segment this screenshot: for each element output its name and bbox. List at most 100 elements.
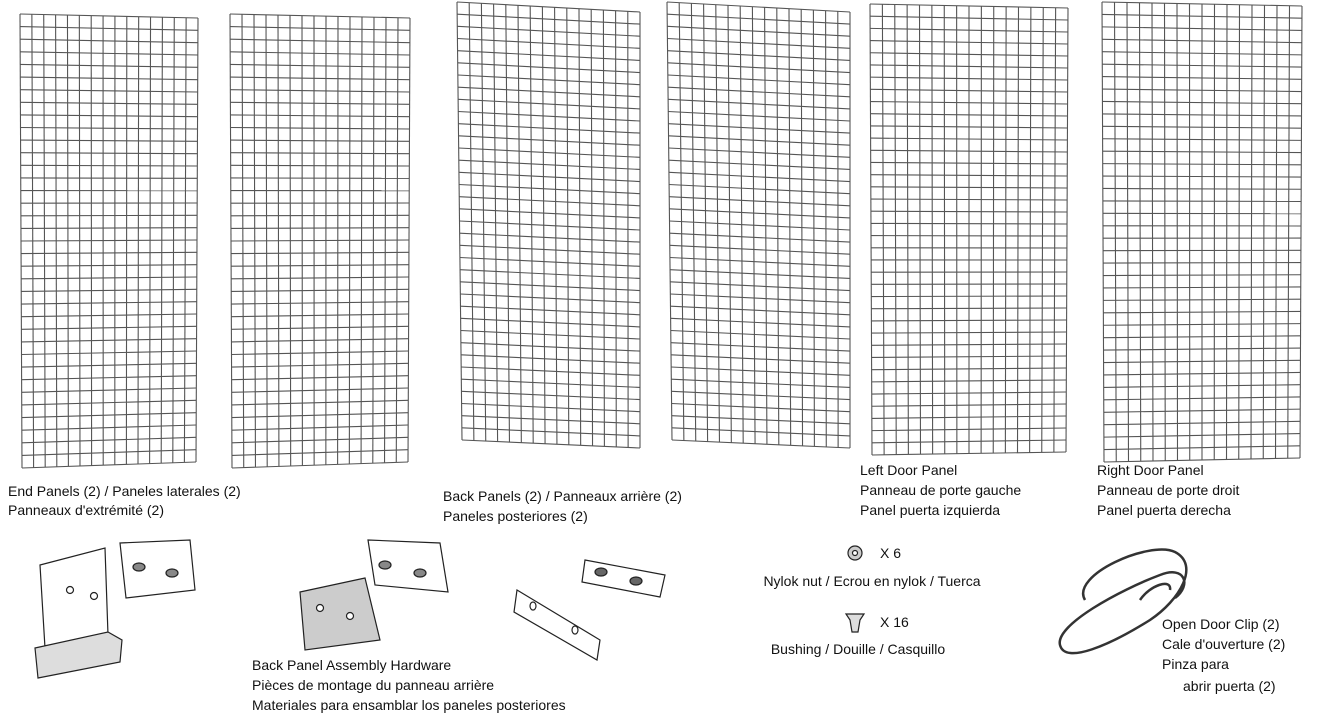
wire	[1102, 88, 1302, 93]
wire	[231, 387, 409, 393]
wire	[21, 399, 197, 406]
wire	[21, 313, 197, 318]
wire	[1238, 4, 1241, 460]
wire	[669, 220, 851, 231]
plate	[367, 539, 449, 593]
wire	[1102, 138, 1302, 141]
wire	[19, 13, 199, 19]
wire	[457, 13, 641, 25]
hole	[315, 603, 325, 613]
wire	[231, 436, 409, 444]
wire	[870, 76, 1068, 81]
wire	[1176, 3, 1179, 461]
wire	[1103, 420, 1301, 426]
wire	[1103, 408, 1301, 413]
wire	[1041, 7, 1044, 453]
wire	[1299, 5, 1303, 459]
wire	[871, 331, 1067, 334]
wire	[870, 52, 1068, 57]
wire	[668, 147, 851, 158]
wire	[458, 171, 641, 183]
wire	[1102, 13, 1302, 19]
wire	[21, 461, 197, 469]
wire	[459, 183, 641, 195]
label: Panneaux d'extrémité (2)	[8, 502, 164, 518]
wire	[1103, 323, 1301, 326]
wire	[1103, 347, 1301, 351]
wire	[460, 293, 641, 304]
wire	[1262, 5, 1266, 459]
quantity: X 16	[880, 614, 909, 630]
wire	[458, 147, 641, 158]
wire	[669, 232, 851, 243]
wire	[231, 325, 409, 330]
label: Panel puerta derecha	[1097, 502, 1231, 518]
wire	[671, 427, 851, 437]
wire	[1163, 3, 1166, 461]
wire	[1103, 335, 1301, 339]
wire	[458, 98, 641, 110]
wire	[1287, 5, 1291, 459]
wire	[870, 125, 1068, 129]
wire	[869, 3, 873, 456]
wire	[230, 152, 410, 155]
wire	[1102, 38, 1302, 44]
label: Paneles posteriores (2)	[443, 508, 588, 524]
wire	[1102, 125, 1302, 129]
wire	[230, 164, 410, 167]
wire	[1138, 2, 1142, 462]
wire	[1102, 76, 1302, 80]
wire	[20, 152, 198, 155]
wire	[229, 13, 411, 19]
wire	[943, 5, 946, 454]
wire	[670, 293, 851, 304]
wire	[21, 412, 197, 419]
wire	[21, 276, 197, 280]
wire	[459, 232, 641, 243]
hole	[65, 585, 75, 595]
wire	[671, 439, 851, 449]
label: Back Panel Assembly Hardware	[252, 657, 451, 673]
hardware-drawings	[34, 539, 1188, 679]
label: Pinza para	[1162, 656, 1229, 672]
wire	[458, 123, 641, 134]
wire	[871, 295, 1067, 298]
wire	[870, 40, 1068, 45]
wire	[1126, 2, 1130, 462]
wire	[667, 37, 851, 49]
wire	[1250, 4, 1253, 460]
wire	[458, 159, 641, 170]
wire	[1103, 445, 1301, 451]
wire	[870, 137, 1068, 141]
wire	[871, 343, 1067, 346]
wire	[21, 301, 197, 305]
wire	[871, 403, 1067, 407]
wire	[459, 196, 641, 207]
wire	[670, 317, 851, 328]
wire	[20, 239, 198, 242]
wire	[457, 86, 641, 98]
wire	[21, 251, 197, 255]
hole	[345, 611, 355, 621]
wire	[230, 114, 410, 118]
wire	[1103, 310, 1301, 314]
wire	[671, 402, 851, 413]
label: Nylok nut / Ecrou en nylok / Tuerca	[763, 573, 980, 589]
wire	[871, 427, 1067, 432]
wire	[671, 378, 851, 388]
wire	[870, 198, 1068, 201]
plate	[299, 577, 381, 651]
wire	[1103, 384, 1301, 388]
quantity: X 6	[880, 545, 901, 561]
wire	[230, 227, 410, 229]
bolt	[594, 567, 608, 577]
wire	[1102, 113, 1302, 117]
wire	[1004, 6, 1007, 453]
wire	[458, 135, 641, 146]
wire	[21, 325, 197, 330]
label: Back Panels (2) / Panneaux arrière (2)	[443, 488, 682, 504]
wire	[870, 113, 1068, 117]
label: Materiales para ensamblar los paneles po…	[252, 697, 566, 713]
wire	[231, 362, 409, 368]
